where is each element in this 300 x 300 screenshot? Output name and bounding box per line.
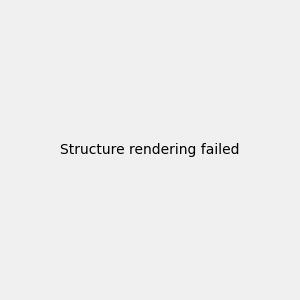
Text: Structure rendering failed: Structure rendering failed — [60, 143, 240, 157]
